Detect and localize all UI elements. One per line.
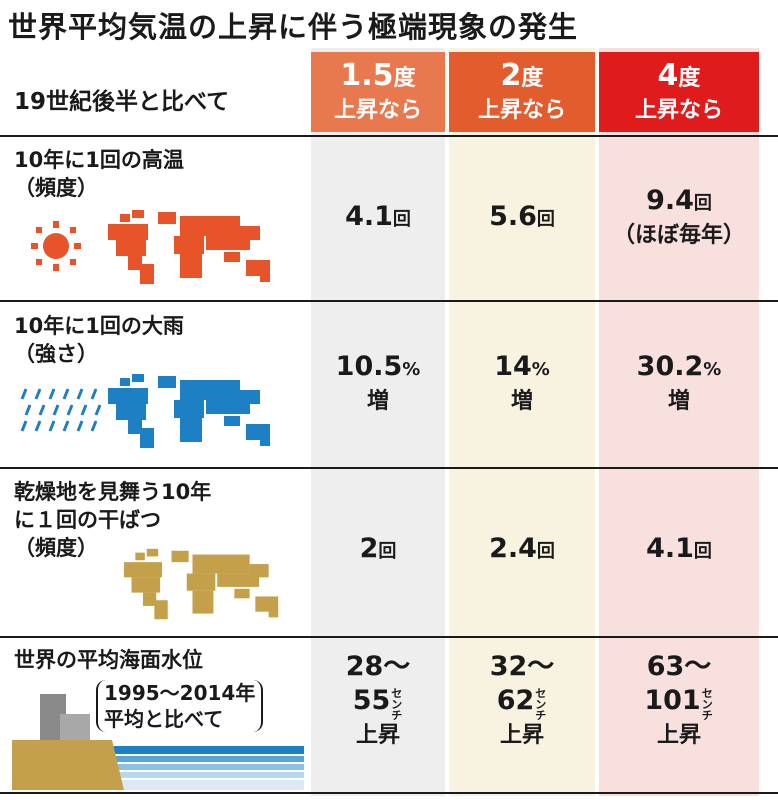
rain-2-unit: % — [531, 359, 550, 380]
row-heat-line2: （頻度） — [14, 176, 98, 200]
sea-2-unit: センチ — [535, 687, 547, 722]
sea-1-5-range-start: 28～ — [345, 651, 411, 682]
sea-2-sub: 上昇 — [499, 723, 544, 748]
header-2-num: 2 — [500, 57, 522, 93]
heat-2-unit: 回 — [536, 209, 555, 230]
divider — [0, 792, 778, 794]
world-map-heat-icon — [108, 210, 270, 284]
row-sea-paren: 1995～2014年 平均と比べて — [96, 680, 264, 732]
row-rain-line1: 10年に1回の大雨 — [14, 314, 184, 338]
header-1-5-deg: 度 — [393, 65, 416, 91]
rain-1-5-sub: 増 — [366, 389, 389, 414]
heat-1-5-unit: 回 — [392, 209, 411, 230]
heat-4-value: 9.4回 （ほぼ毎年） — [599, 184, 759, 251]
row-drought-line1: 乾燥地を見舞う10年 — [14, 480, 212, 504]
header-1-5-num: 1.5 — [340, 57, 394, 93]
rain-2-value: 14% 増 — [449, 350, 595, 417]
coastline-sea-level-icon — [12, 694, 304, 790]
row-drought-line2: に１回の干ばつ — [14, 508, 161, 532]
drought-1-5-num: 2 — [359, 533, 379, 564]
heat-1-5-num: 4.1 — [345, 201, 393, 232]
sea-2-range-end: 62 — [496, 685, 535, 716]
row-drought-line3: （頻度） — [14, 536, 98, 560]
row-sea-paren1: 1995～2014年 — [104, 681, 256, 705]
heat-2-value: 5.6回 — [449, 200, 595, 237]
column-bg-1-5 — [311, 48, 445, 796]
row-label-sea-level: 世界の平均海面水位 — [14, 646, 203, 674]
row-sea-paren2: 平均と比べて — [104, 707, 224, 731]
rain-1-5-num: 10.5 — [335, 351, 403, 382]
header-2-sub: 上昇なら — [477, 97, 566, 123]
sea-1-5-value: 28～ 55センチ 上昇 — [311, 650, 445, 751]
rain-2-sub: 増 — [510, 389, 533, 414]
world-map-rain-icon — [108, 374, 270, 448]
rain-4-sub: 増 — [667, 389, 690, 414]
row-label-heat: 10年に1回の高温 （頻度） — [14, 146, 184, 202]
rain-4-unit: % — [703, 359, 722, 380]
rain-1-5-unit: % — [402, 359, 421, 380]
row-heat-line1: 10年に1回の高温 — [14, 148, 184, 172]
heat-2-num: 5.6 — [489, 201, 537, 232]
sea-1-5-sub: 上昇 — [355, 723, 400, 748]
row-rain-line2: （強さ） — [14, 342, 98, 366]
header-4-deg: 度 — [678, 65, 701, 91]
divider — [0, 636, 778, 638]
sea-4-range-start: 63～ — [646, 651, 712, 682]
column-bg-2 — [449, 48, 595, 796]
heat-4-num: 9.4 — [646, 185, 694, 216]
row-label-drought: 乾燥地を見舞う10年 に１回の干ばつ （頻度） — [14, 478, 211, 562]
rain-4-value: 30.2% 増 — [599, 350, 759, 417]
subheading: 19世紀後半と比べて — [14, 89, 230, 115]
rain-1-5-value: 10.5% 増 — [311, 350, 445, 417]
rain-2-num: 14 — [494, 351, 532, 382]
drought-4-unit: 回 — [693, 541, 712, 562]
sea-2-range-start: 32～ — [489, 651, 555, 682]
column-bg-4 — [599, 48, 759, 796]
divider — [0, 135, 778, 137]
world-map-drought-icon — [123, 548, 279, 620]
rain-icon — [20, 388, 102, 432]
drought-1-5-value: 2回 — [311, 532, 445, 569]
rain-4-num: 30.2 — [636, 351, 704, 382]
sun-icon — [31, 221, 81, 271]
sea-1-5-range-end: 55 — [352, 685, 391, 716]
sea-4-value: 63～ 101センチ 上昇 — [599, 650, 759, 751]
heat-1-5-value: 4.1回 — [311, 200, 445, 237]
drought-4-num: 4.1 — [646, 533, 694, 564]
sea-4-range-end: 101 — [644, 685, 701, 716]
header-4-sub: 上昇なら — [634, 97, 723, 123]
drought-4-value: 4.1回 — [599, 532, 759, 569]
drought-2-unit: 回 — [536, 541, 555, 562]
header-2-degree: 2度 上昇なら — [449, 52, 595, 132]
header-2-deg: 度 — [521, 65, 544, 91]
header-1-5-degree: 1.5度 上昇なら — [311, 52, 445, 132]
header-4-num: 4 — [657, 57, 679, 93]
drought-1-5-unit: 回 — [378, 541, 397, 562]
row-sea-line1: 世界の平均海面水位 — [14, 648, 203, 672]
heat-4-note: （ほぼ毎年） — [612, 223, 745, 248]
sea-4-sub: 上昇 — [656, 723, 701, 748]
sea-2-value: 32～ 62センチ 上昇 — [449, 650, 595, 751]
page-title: 世界平均気温の上昇に伴う極端現象の発生 — [8, 10, 579, 44]
sea-1-5-unit: センチ — [391, 687, 403, 722]
heat-4-unit: 回 — [693, 193, 712, 214]
header-4-degree: 4度 上昇なら — [599, 52, 759, 132]
sea-4-unit: センチ — [701, 687, 713, 722]
header-1-5-sub: 上昇なら — [333, 97, 422, 123]
drought-2-num: 2.4 — [489, 533, 537, 564]
row-label-rain: 10年に1回の大雨 （強さ） — [14, 312, 184, 368]
drought-2-value: 2.4回 — [449, 532, 595, 569]
divider — [0, 300, 778, 302]
divider — [0, 467, 778, 469]
